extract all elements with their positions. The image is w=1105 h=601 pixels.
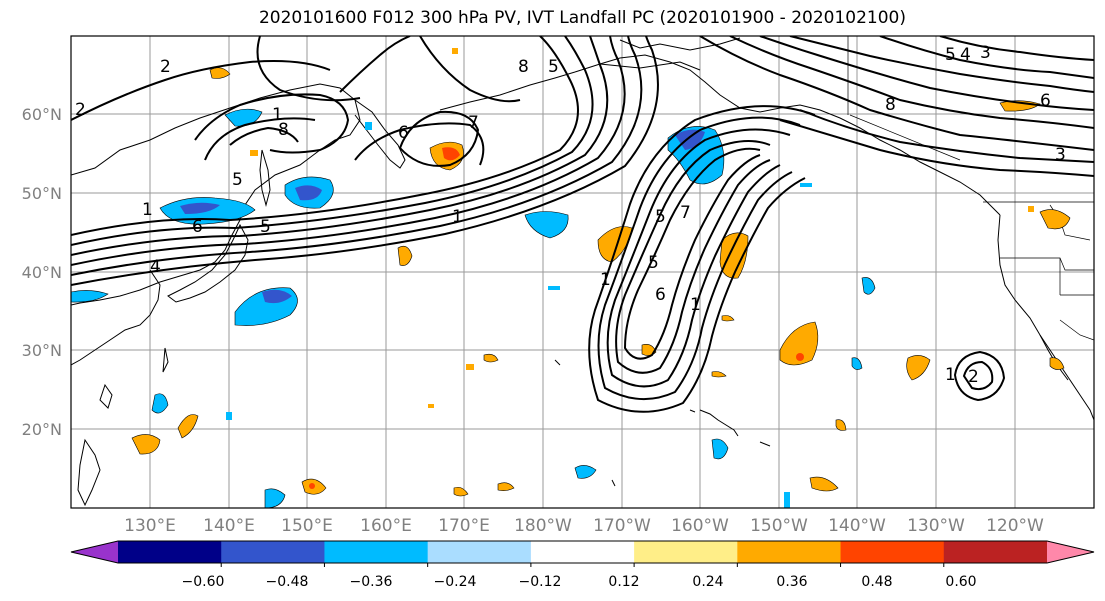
lon-label: 150°E [281,516,333,536]
contour-label: 8 [518,57,529,77]
colorbar-segment [427,541,532,563]
colorbar-segment [221,541,325,563]
colorbar-outline [70,540,1095,564]
map-title: 2020101600 F012 300 hPa PV, IVT Landfall… [258,8,906,28]
colorbar-tick: 0.60 [945,574,976,590]
lon-label: 140°W [828,516,886,536]
lon-label: 120°W [986,516,1044,536]
lat-label: 40°N [22,263,62,282]
contour-label: 6 [192,217,203,237]
contour-label: 8 [278,120,289,140]
colorbar-segment [118,541,222,563]
pv-contours [71,36,1094,413]
contour-label: 5 [655,207,666,227]
contour-label: 6 [398,123,409,143]
longitude-labels: 130°E 140°E 150°E 160°E 170°E 180°W 170°… [124,516,1044,536]
contour-label: 6 [655,285,666,305]
colorbar-segment [840,541,945,563]
contour-label: 1 [452,207,463,227]
contour-label: 3 [1055,145,1066,165]
contour-label: 3 [980,43,991,63]
contour-label: 1 [945,365,956,385]
colorbar-tick: 0.12 [608,574,639,590]
contour-label: 2 [968,367,979,387]
lon-label: 180°W [514,516,572,536]
contour-label: 1 [690,295,701,315]
contour-label: 5 [945,45,956,65]
lat-label: 60°N [22,105,62,124]
colorbar-extend-high [1047,541,1094,563]
contour-label: 2 [160,57,171,77]
colorbar-tick: −0.24 [434,574,477,590]
colorbar-tick: 0.24 [692,574,723,590]
contour-label: 5 [232,170,243,190]
colorbar-tick-labels: −0.60 −0.48 −0.36 −0.24 −0.12 0.12 0.24 … [182,574,977,590]
lon-label: 130°W [907,516,965,536]
lon-label: 170°W [593,516,651,536]
lat-label: 50°N [22,184,62,203]
contour-label: 5 [548,57,559,77]
lon-label: 150°W [750,516,808,536]
colorbar-tick: −0.12 [519,574,562,590]
lon-label: 170°E [438,516,490,536]
contour-label: 7 [680,203,691,223]
colorbar-tick: 0.48 [861,574,892,590]
colorbar-tick: −0.48 [266,574,309,590]
contour-label: 7 [468,113,479,133]
contour-label: 1 [272,105,283,125]
colorbar-segment [737,541,842,563]
lon-label: 140°E [203,516,255,536]
colorbar-tick: −0.36 [350,574,393,590]
contour-label: 2 [75,100,86,120]
latitude-labels: 60°N 50°N 40°N 30°N 20°N [22,105,62,439]
lon-label: 130°E [124,516,176,536]
contour-label: 5 [260,217,271,237]
colorbar-segment [943,541,1048,563]
colorbar-tick: −0.60 [182,574,225,590]
colorbar-tick: 0.36 [776,574,807,590]
contour-label: 1 [600,270,611,290]
contour-label: 5 [648,253,659,273]
contour-label: 4 [960,45,971,65]
colorbar-segment [634,541,738,563]
contour-label: 6 [1040,91,1051,111]
map-frame [70,35,1095,509]
contour-label: 4 [150,257,161,277]
colorbar-segment [324,541,429,563]
contour-label: 1 [142,200,153,220]
lat-label: 20°N [22,420,62,439]
colorbar-segment [530,541,635,563]
colorbar-extend-low [71,541,118,563]
contour-label: 8 [885,95,896,115]
lon-label: 160°E [360,516,412,536]
lat-label: 30°N [22,341,62,360]
contour-labels: 2 2 8 8 6 5 1 1 5 7 6 5 1 4 5 7 1 5 6 1 … [75,43,1066,387]
lon-label: 160°W [671,516,729,536]
colorbar [70,540,1095,567]
coastlines [71,36,1094,507]
